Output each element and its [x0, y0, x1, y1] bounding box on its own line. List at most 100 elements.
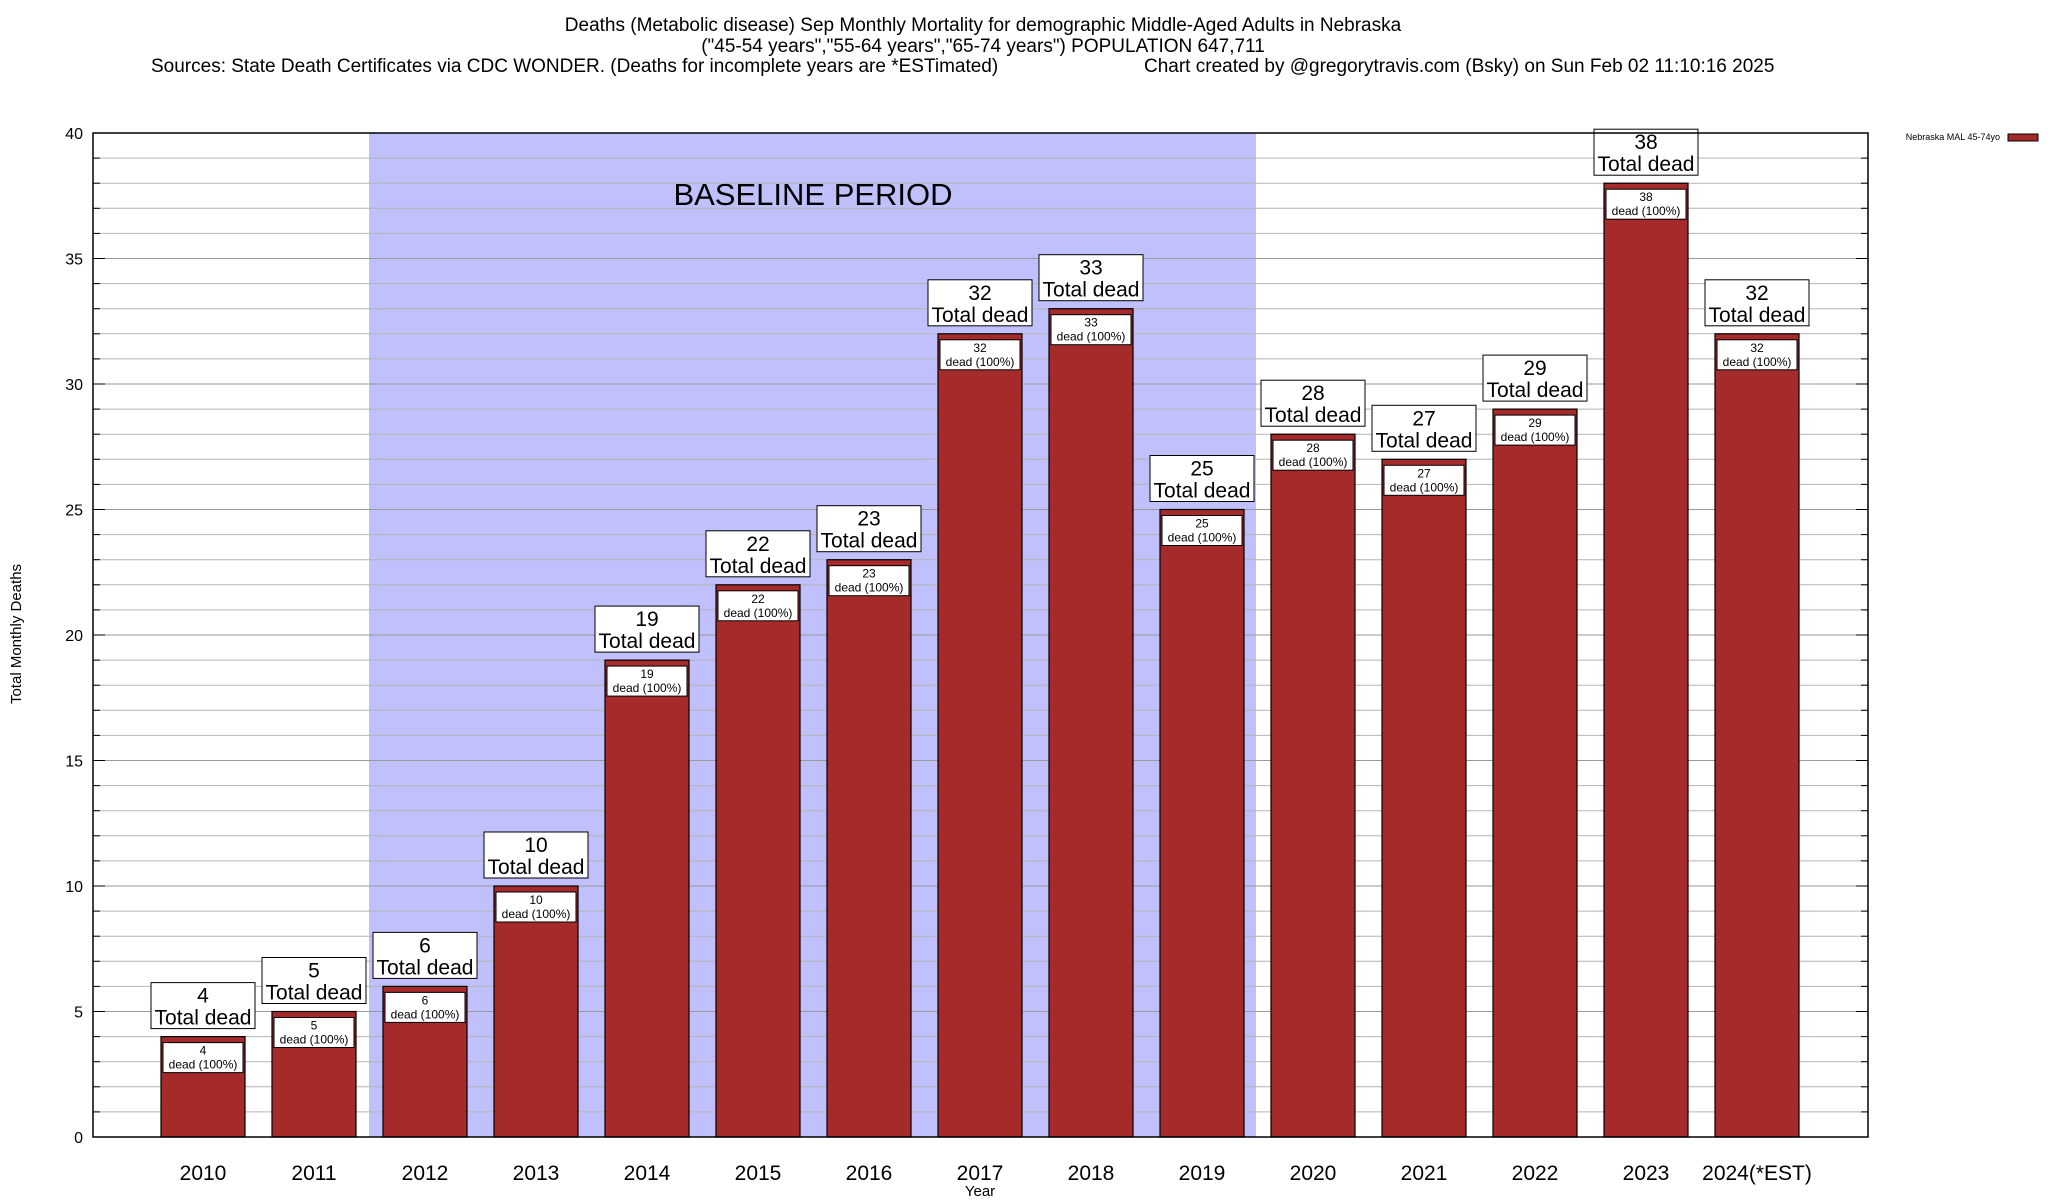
x-axis-label: Year [965, 1183, 995, 1200]
bar-top-total-label: Total dead [1487, 379, 1584, 402]
bar-inner-label-box [828, 565, 910, 597]
bar-top-value-label: 33 [1079, 257, 1102, 280]
bar-inner-label-box [1605, 188, 1687, 220]
baseline-period-label: BASELINE PERIOD [673, 177, 952, 212]
bar-inner-label-box [1050, 314, 1132, 346]
bar-top-total-label: Total dead [1376, 429, 1473, 452]
x-tick-label: 2014 [624, 1162, 671, 1185]
bar-inner-value-label: 22 [751, 592, 765, 606]
bar-top-value-label: 10 [524, 834, 547, 857]
y-tick-label: 25 [65, 503, 83, 520]
y-tick-label: 15 [65, 754, 83, 771]
legend: Nebraska MAL 45-74yo [1906, 132, 2039, 142]
x-tick-label: 2010 [180, 1162, 227, 1185]
bar-inner-percent-label: dead (100%) [1057, 330, 1126, 344]
legend-swatch [2007, 133, 2039, 142]
bar-top-value-label: 29 [1523, 357, 1546, 380]
x-tick-label: 2013 [513, 1162, 560, 1185]
bar-inner-percent-label: dead (100%) [1390, 480, 1459, 494]
bar-inner-value-label: 10 [529, 893, 543, 907]
bar-top-total-label: Total dead [1265, 404, 1362, 427]
bar-top-value-label: 27 [1412, 407, 1435, 430]
chart-title-block: Deaths (Metabolic disease) Sep Monthly M… [151, 15, 1774, 77]
x-tick-label: 2024(*EST) [1702, 1162, 1812, 1185]
bar-top-total-label: Total dead [1043, 279, 1140, 302]
y-tick-label: 30 [65, 377, 83, 394]
bar-top-label-box [705, 530, 811, 578]
bar-inner-percent-label: dead (100%) [835, 581, 904, 595]
bar-top-total-label: Total dead [1709, 304, 1806, 327]
bar-inner-value-label: 4 [200, 1044, 207, 1058]
x-tick-label: 2019 [1179, 1162, 1226, 1185]
bar-inner-label-box [162, 1042, 244, 1074]
bar-top-total-label: Total dead [488, 856, 585, 879]
bar-inner-percent-label: dead (100%) [502, 907, 571, 921]
bar-top-total-label: Total dead [821, 530, 918, 553]
bar-top-value-label: 19 [635, 608, 658, 631]
bar-inner-value-label: 33 [1084, 316, 1098, 330]
x-tick-label: 2018 [1068, 1162, 1115, 1185]
bar-2023 [1603, 182, 1689, 1138]
bar-top-label-box [1371, 404, 1477, 452]
bar-top-label-box [261, 957, 367, 1004]
bar-inner-label-box [384, 991, 466, 1023]
y-axis-ticks: 0 5 10 15 20 25 30 35 40 [65, 126, 83, 1147]
bar-inner-label-box [1494, 414, 1576, 446]
bar-top-total-label: Total dead [377, 956, 474, 979]
bar-top-label-box [1038, 254, 1144, 302]
bar-top-label-box [150, 982, 256, 1030]
bar-inner-percent-label: dead (100%) [280, 1033, 349, 1047]
bar-2020 [1270, 433, 1356, 1138]
bar-inner-value-label: 32 [1750, 341, 1764, 355]
chart-title-line2: ("45-54 years","55-64 years","65-74 year… [701, 36, 1265, 57]
bar-top-label-box [927, 279, 1033, 327]
bar-top-total-label: Total dead [599, 630, 696, 653]
bar-inner-percent-label: dead (100%) [391, 1007, 460, 1021]
bar-inner-percent-label: dead (100%) [1723, 355, 1792, 369]
legend-entry-label: Nebraska MAL 45-74yo [1906, 132, 2000, 142]
bar-top-label-box [372, 931, 478, 979]
x-axis-ticks: 2010 2011 2012 2013 2014 2015 2016 2017 2018 2019… [180, 1162, 1812, 1185]
bar-inner-label-box [606, 665, 688, 697]
bar-inner-percent-label: dead (100%) [169, 1058, 238, 1072]
bar-inner-percent-label: dead (100%) [1279, 455, 1348, 469]
bar-inner-label-box [1161, 515, 1243, 546]
bar-2018 [1048, 308, 1134, 1138]
bar-inner-percent-label: dead (100%) [613, 681, 682, 695]
y-tick-label: 5 [74, 1005, 83, 1022]
bar-inner-value-label: 23 [862, 567, 876, 581]
bar-top-value-label: 28 [1301, 382, 1324, 405]
bar-top-value-label: 38 [1634, 131, 1657, 154]
bar-2013 [493, 885, 579, 1138]
bar-inner-label-box [1716, 339, 1798, 371]
x-tick-label: 2016 [846, 1162, 893, 1185]
x-tick-label: 2015 [735, 1162, 782, 1185]
x-tick-label: 2022 [1512, 1162, 1559, 1185]
bar-top-label-box [1482, 354, 1588, 402]
bar-top-label-box [1260, 379, 1366, 427]
bar-inner-percent-label: dead (100%) [724, 606, 793, 620]
y-tick-label: 10 [65, 879, 83, 896]
bar-top-total-label: Total dead [1154, 480, 1251, 503]
bar-inner-label-box [1383, 464, 1465, 496]
plot-border [92, 132, 1869, 1138]
bar-top-value-label: 6 [419, 934, 431, 957]
bar-top-total-label: Total dead [710, 555, 807, 578]
bar-inner-label-box [273, 1017, 355, 1048]
bar-top-total-label: Total dead [155, 1007, 252, 1030]
bar-inner-value-label: 25 [1195, 517, 1209, 531]
y-tick-label: 35 [65, 252, 83, 269]
bar-inner-value-label: 28 [1306, 441, 1320, 455]
bar-2019 [1159, 508, 1245, 1138]
